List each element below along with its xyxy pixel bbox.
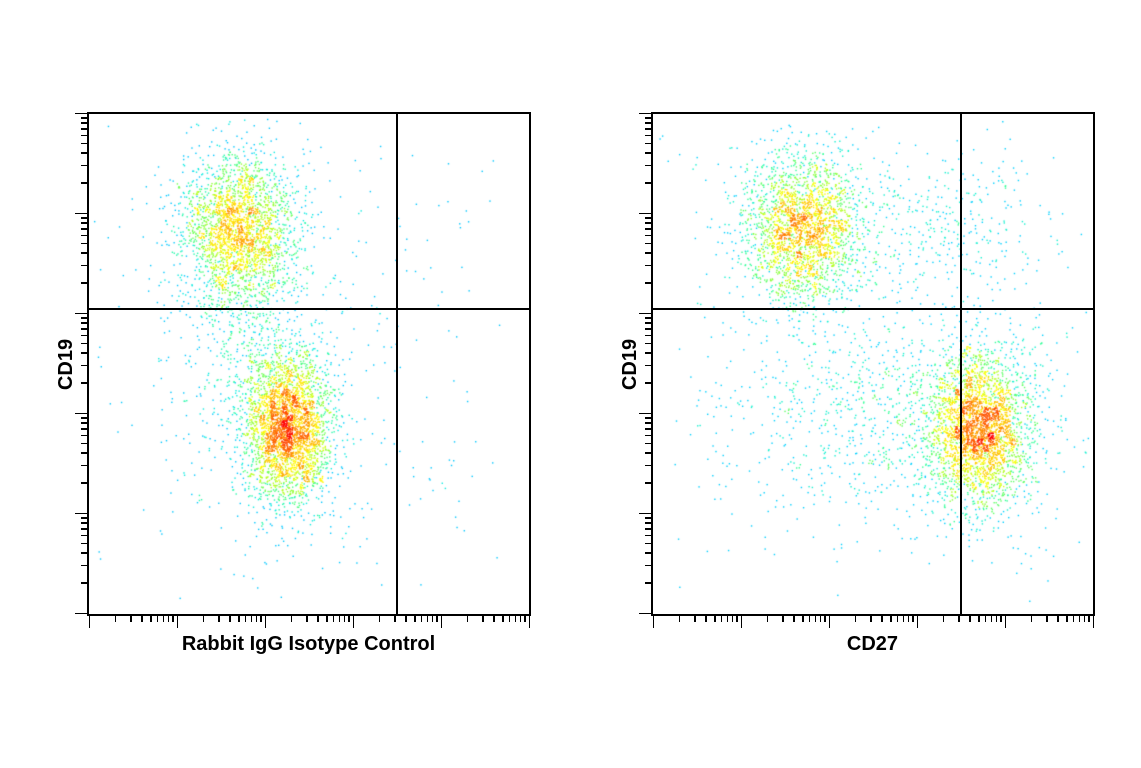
scatter-canvas-right [653, 114, 1093, 614]
plot-border-right [651, 112, 1095, 616]
quadrant-h-right [653, 308, 1093, 310]
x-axis-label-left: Rabbit IgG Isotype Control [87, 616, 531, 656]
y-axis-text: CD19 [55, 338, 78, 389]
y-axis-text: CD19 [619, 338, 642, 389]
x-axis-text: Rabbit IgG Isotype Control [182, 633, 435, 656]
x-axis-label-right: CD27 [651, 616, 1095, 656]
quadrant-v-right [960, 114, 962, 614]
panel-left: CD19 Rabbit IgG Isotype Control [47, 112, 531, 656]
plot-wrap-left [87, 112, 531, 616]
quadrant-v-left [396, 114, 398, 614]
x-axis-text: CD27 [847, 633, 898, 656]
quadrant-h-left [89, 308, 529, 310]
panels-container: CD19 Rabbit IgG Isotype Control CD19 [17, 72, 1125, 696]
panel-right: CD19 CD27 [611, 112, 1095, 656]
plot-border-left [87, 112, 531, 616]
plot-wrap-right [651, 112, 1095, 616]
scatter-canvas-left [89, 114, 529, 614]
y-axis-label-left: CD19 [47, 112, 87, 616]
y-axis-label-right: CD19 [611, 112, 651, 616]
